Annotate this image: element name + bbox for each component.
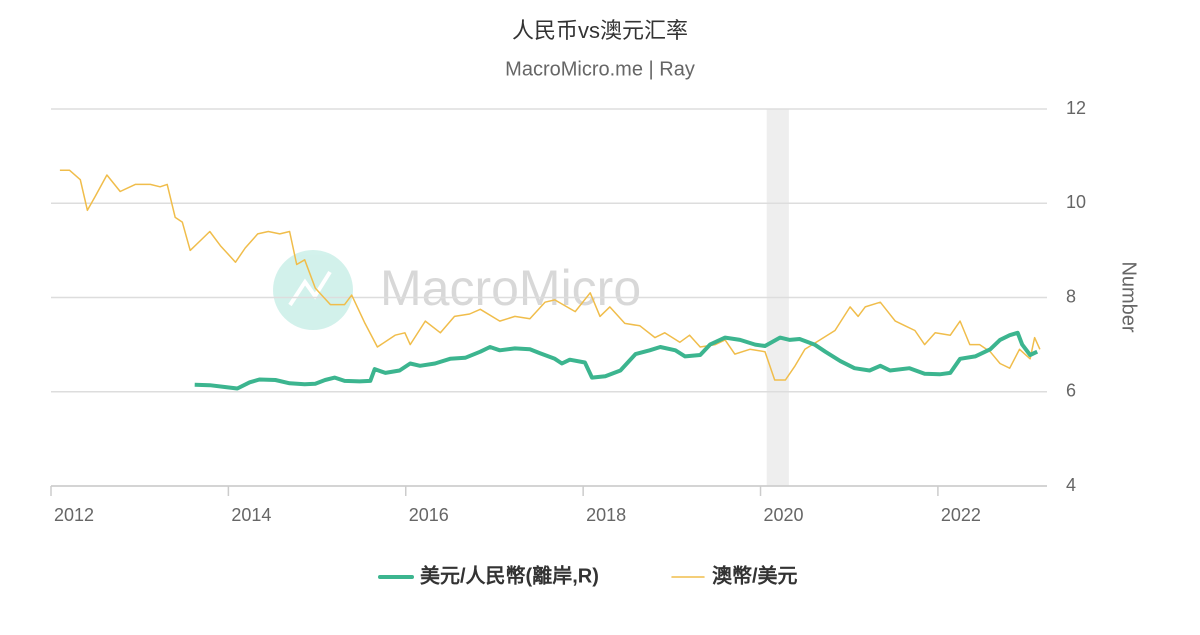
x-tick-label: 2022 <box>941 505 981 525</box>
chart-title: 人民币vs澳元汇率 <box>512 18 688 43</box>
series-line <box>59 169 1041 381</box>
y-tick-label: 12 <box>1066 98 1086 118</box>
series-line <box>194 330 1039 391</box>
x-tick-label: 2014 <box>231 505 271 525</box>
x-tick-label: 2012 <box>54 505 94 525</box>
y-tick-label: 4 <box>1066 475 1076 495</box>
legend-label: 美元/人民幣(離岸,R) <box>420 563 599 587</box>
y-tick-label: 10 <box>1066 192 1086 212</box>
x-tick-label: 2016 <box>409 505 449 525</box>
watermark-text: MacroMicro <box>380 260 641 316</box>
legend-label: 澳幣/美元 <box>712 563 798 587</box>
watermark-logo <box>273 250 353 330</box>
x-tick-label: 2018 <box>586 505 626 525</box>
y-axis-label: Number <box>1118 261 1140 332</box>
chart-subtitle: MacroMicro.me | Ray <box>505 58 695 80</box>
y-tick-label: 8 <box>1066 286 1076 306</box>
y-tick-label: 6 <box>1066 381 1076 401</box>
x-tick-label: 2020 <box>764 505 804 525</box>
